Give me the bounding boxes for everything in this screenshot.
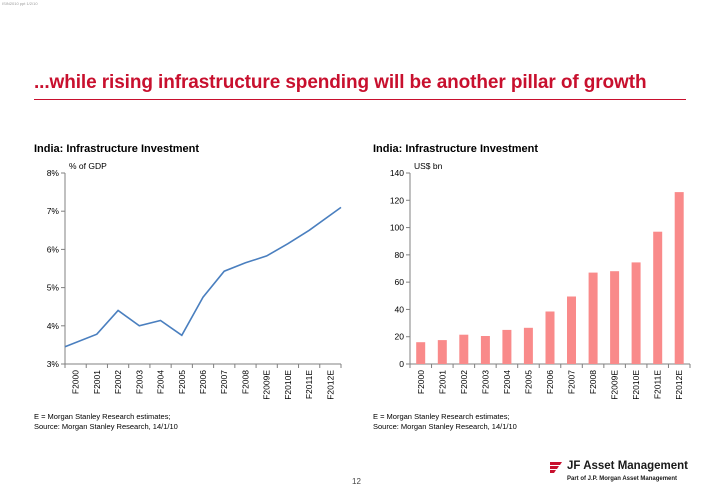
gdp-y-axis-label: % of GDP <box>69 161 107 171</box>
left-note-source: Source: Morgan Stanley Research, 14/1/10 <box>34 422 178 431</box>
gdp-x-tick-label: F2007 <box>219 370 229 394</box>
usd-bar <box>437 340 447 364</box>
brand-tagline: Part of J.P. Morgan Asset Management <box>567 476 678 482</box>
gdp-y-tick-label: 8% <box>47 168 60 178</box>
jf-logo: JF Asset Management Part of J.P. Morgan … <box>548 458 688 488</box>
gdp-x-tick-label: F2010E <box>283 370 293 400</box>
gdp-y-tick-label: 3% <box>47 359 60 369</box>
gdp-x-tick-label: F2000 <box>71 370 81 394</box>
gdp-y-tick-label: 5% <box>47 283 60 293</box>
jf-logo-mark-icon <box>550 462 562 473</box>
usd-x-tick-label: F2009E <box>610 370 620 400</box>
usd-bar <box>631 262 641 364</box>
gdp-y-tick-label: 7% <box>47 206 60 216</box>
usd-y-axis-label: US$ bn <box>414 161 443 171</box>
usd-x-tick-label: F2004 <box>502 370 512 394</box>
gdp-line-chart: 3% 4% 5% 6% 7% 8% % of GDP F2000 F2001 F2002 F2003… <box>0 150 360 410</box>
usd-x-tick-label: F2002 <box>459 370 469 394</box>
usd-bar <box>459 334 469 364</box>
usd-y-tick-label: 40 <box>395 304 405 314</box>
usd-bar <box>610 271 620 364</box>
gdp-x-tick-label: F2004 <box>156 370 166 394</box>
usd-x-tick-label: F2005 <box>523 370 533 394</box>
left-chart-note: E = Morgan Stanley Research estimates; S… <box>34 412 178 432</box>
slide-title: ...while rising infrastructure spending … <box>34 72 647 93</box>
gdp-y-tick-label: 6% <box>47 244 60 254</box>
usd-x-tick-label: F2006 <box>545 370 555 394</box>
usd-bar <box>674 192 684 364</box>
gdp-x-tick-label: F2005 <box>177 370 187 394</box>
brand-name: JF Asset Management <box>567 460 688 472</box>
usd-y-tick-label: 0 <box>399 359 404 369</box>
usd-bar <box>653 231 663 364</box>
usd-y-tick-label: 100 <box>390 223 404 233</box>
usd-x-tick-label: F2008 <box>588 370 598 394</box>
usd-x-tick-label: F2012E <box>674 370 684 400</box>
gdp-y-tick-label: 4% <box>47 321 60 331</box>
gdp-x-tick-label: F2001 <box>92 370 102 394</box>
usd-y-tick-label: 20 <box>395 332 405 342</box>
usd-x-tick-label: F2000 <box>416 370 426 394</box>
usd-bar-chart: 0 20 40 60 80 100 120 140 US$ bn F2000 F2001 F2002 F… <box>360 150 720 410</box>
left-chart-title: India: Infrastructure Investment <box>34 143 200 155</box>
title-divider <box>34 99 686 100</box>
usd-y-tick-label: 120 <box>390 195 404 205</box>
usd-bar <box>588 272 598 364</box>
usd-bar <box>567 296 576 364</box>
gdp-x-tick-label: F2009E <box>262 370 272 400</box>
right-chart-note: E = Morgan Stanley Research estimates; S… <box>373 412 517 432</box>
usd-bar-chart-svg: 0 20 40 60 80 100 120 140 US$ bn F2000 F2001 F2002 F… <box>390 161 691 400</box>
gdp-x-tick-label: F2003 <box>134 370 144 394</box>
usd-bar <box>523 327 533 364</box>
gdp-x-tick-label: F2008 <box>240 370 250 394</box>
gdp-line-chart-svg: 3% 4% 5% 6% 7% 8% % of GDP F2000 F2001 F2002 F2003… <box>47 161 342 400</box>
usd-x-tick-label: F2011E <box>653 370 663 399</box>
usd-bar <box>480 336 490 364</box>
gdp-x-tick-label: F2011E <box>304 370 314 399</box>
usd-x-tick-label: F2007 <box>567 370 577 394</box>
document-stamp: ISIN2010 ppt 1/2/10 <box>2 1 38 6</box>
usd-y-tick-label: 80 <box>395 250 405 260</box>
page-number: 12 <box>352 477 361 486</box>
right-chart-title: India: Infrastructure Investment <box>373 143 539 155</box>
usd-bar <box>416 342 426 364</box>
usd-y-tick-label: 60 <box>395 277 405 287</box>
gdp-x-tick-label: F2002 <box>113 370 123 394</box>
right-note-source: Source: Morgan Stanley Research, 14/1/10 <box>373 422 517 431</box>
gdp-series-line <box>64 206 342 348</box>
usd-x-tick-label: F2001 <box>437 370 447 394</box>
usd-x-tick-label: F2003 <box>480 370 490 394</box>
gdp-x-tick-label: F2006 <box>198 370 208 394</box>
gdp-x-tick-label: F2012E <box>325 370 335 400</box>
usd-y-tick-label: 140 <box>390 168 404 178</box>
left-note-estimates: E = Morgan Stanley Research estimates; <box>34 412 171 421</box>
usd-bar <box>545 311 555 364</box>
usd-x-tick-label: F2010E <box>631 370 641 400</box>
right-note-estimates: E = Morgan Stanley Research estimates; <box>373 412 510 421</box>
usd-bar <box>502 329 512 364</box>
